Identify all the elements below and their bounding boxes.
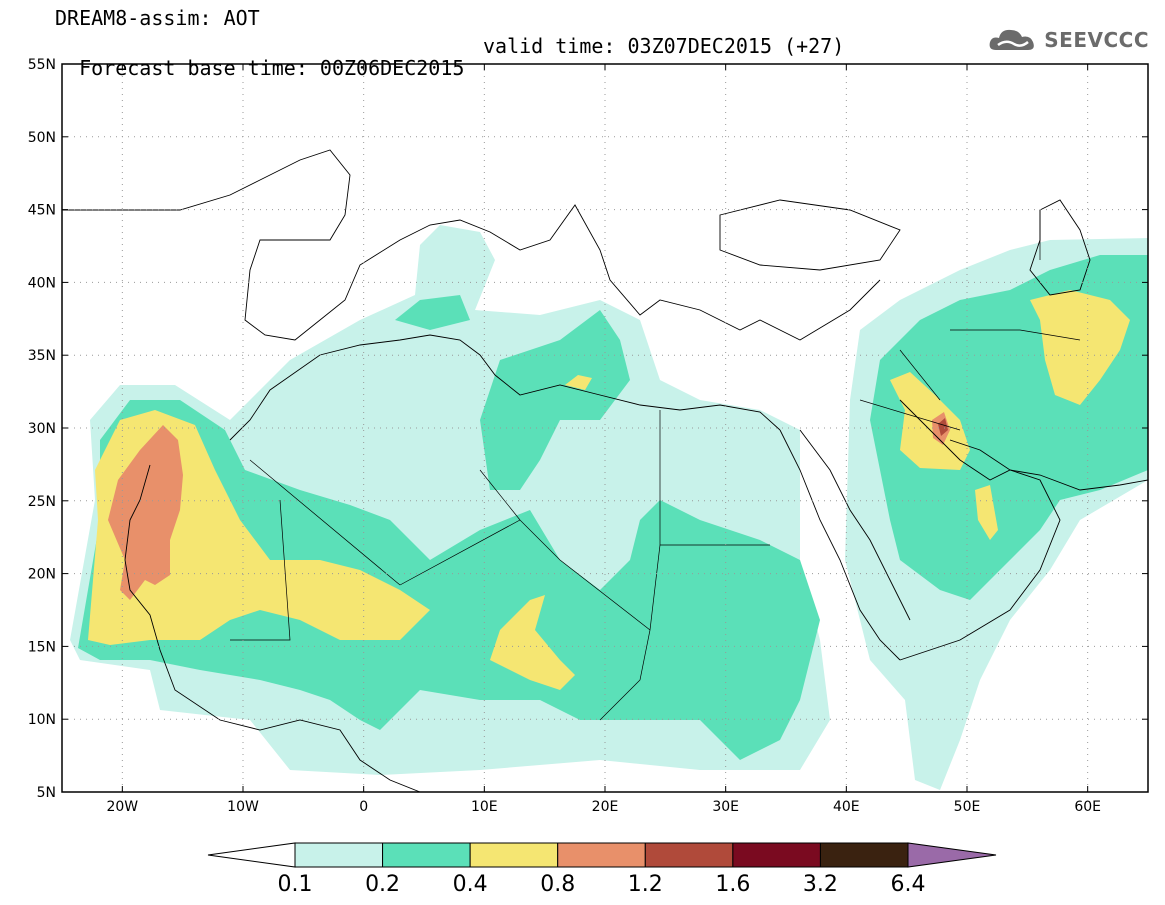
colorbar-label: 0.2 (365, 872, 400, 897)
lat-label: 50N (28, 130, 56, 146)
colorbar-swatch (469, 842, 559, 868)
colorbar-swatch (644, 842, 734, 868)
caspian-sea (1029, 199, 1091, 296)
colorbar-swatch (819, 842, 909, 868)
lat-axis: 55N 50N 45N 40N 35N 30N 25N 20N 15N 10N 5N (28, 57, 1148, 801)
iran-coast (949, 439, 1148, 491)
coastlines (62, 149, 1148, 792)
lon-label: 10E (471, 799, 498, 815)
colorbar-low-arrow (207, 842, 296, 868)
aot-band-1.2-kuwait-core (938, 418, 948, 436)
lat-label: 35N (28, 348, 56, 364)
lat-label: 45N (28, 203, 56, 219)
lon-label: 10W (227, 799, 259, 815)
aot-band-0.8-western-sahara-core (108, 425, 183, 600)
lat-label: 30N (28, 421, 56, 437)
logo-text: SEEVCCC (1044, 28, 1149, 52)
map-title: DREAM8-assim: AOT (55, 6, 260, 30)
lat-label: 15N (28, 639, 56, 655)
aot-band-0.2-sahara (78, 400, 820, 760)
europe-coast (62, 149, 881, 341)
colorbar-swatch (557, 842, 646, 868)
lat-label: 5N (37, 785, 56, 801)
cloud-logo-icon (989, 29, 1035, 50)
lon-label: 60E (1074, 799, 1101, 815)
colorbar-label: 0.8 (540, 872, 575, 897)
colorbar-swatch (732, 842, 821, 868)
aot-band-0.4-gulf-coast (975, 485, 998, 540)
lon-label: 20W (106, 799, 138, 815)
aot-band-0.4-chad (490, 595, 575, 690)
colorbar-label: 6.4 (891, 872, 926, 897)
lon-label: 50E (954, 799, 981, 815)
colorbar-label: 1.2 (628, 872, 663, 897)
africa-west-coast (124, 464, 421, 792)
lat-label: 20N (28, 567, 56, 583)
base-time: Forecast base time: 00Z06DEC2015 (79, 56, 465, 80)
lon-label: 0 (359, 799, 368, 815)
lat-label: 25N (28, 494, 56, 510)
red-sea (779, 429, 911, 661)
lon-axis: 20W 10W 0 10E 20E 30E 40E 50E 60E (106, 64, 1101, 815)
lon-label: 30E (712, 799, 739, 815)
valid-time: valid time: 03Z07DEC2015 (+27) (483, 34, 845, 58)
aot-band-0.2-libya-egypt (480, 310, 630, 490)
aot-band-0.2-tyrrhenian (395, 295, 470, 330)
colorbar: 0.1 0.2 0.4 0.8 1.2 1.6 3.2 6.4 (207, 842, 997, 897)
colorbar-label: 0.1 (278, 872, 313, 897)
colorbar-label: 3.2 (803, 872, 838, 897)
africa-north-coast (229, 334, 781, 441)
colorbar-swatch (382, 842, 471, 868)
aot-band-0.4-iran (1030, 290, 1130, 405)
colorbar-label: 0.4 (453, 872, 488, 897)
arabia-coast (899, 399, 1061, 661)
aot-band-0.4-libya-spot (565, 375, 592, 390)
time-info: Forecast base time: 00Z06DEC2015 valid t… (55, 35, 844, 101)
lat-label: 40N (28, 275, 56, 291)
colorbar-high-arrow (907, 842, 997, 868)
colorbar-swatch (294, 842, 384, 868)
lat-label: 55N (28, 57, 56, 73)
lon-label: 40E (833, 799, 860, 815)
lat-label: 10N (28, 712, 56, 728)
gridlines (62, 64, 1148, 792)
colorbar-label: 1.6 (715, 872, 750, 897)
borders (230, 210, 1081, 721)
lon-label: 20E (592, 799, 619, 815)
seevccc-logo: SEEVCCC (988, 26, 1149, 54)
aot-field (70, 225, 1148, 790)
black-sea (719, 199, 901, 271)
